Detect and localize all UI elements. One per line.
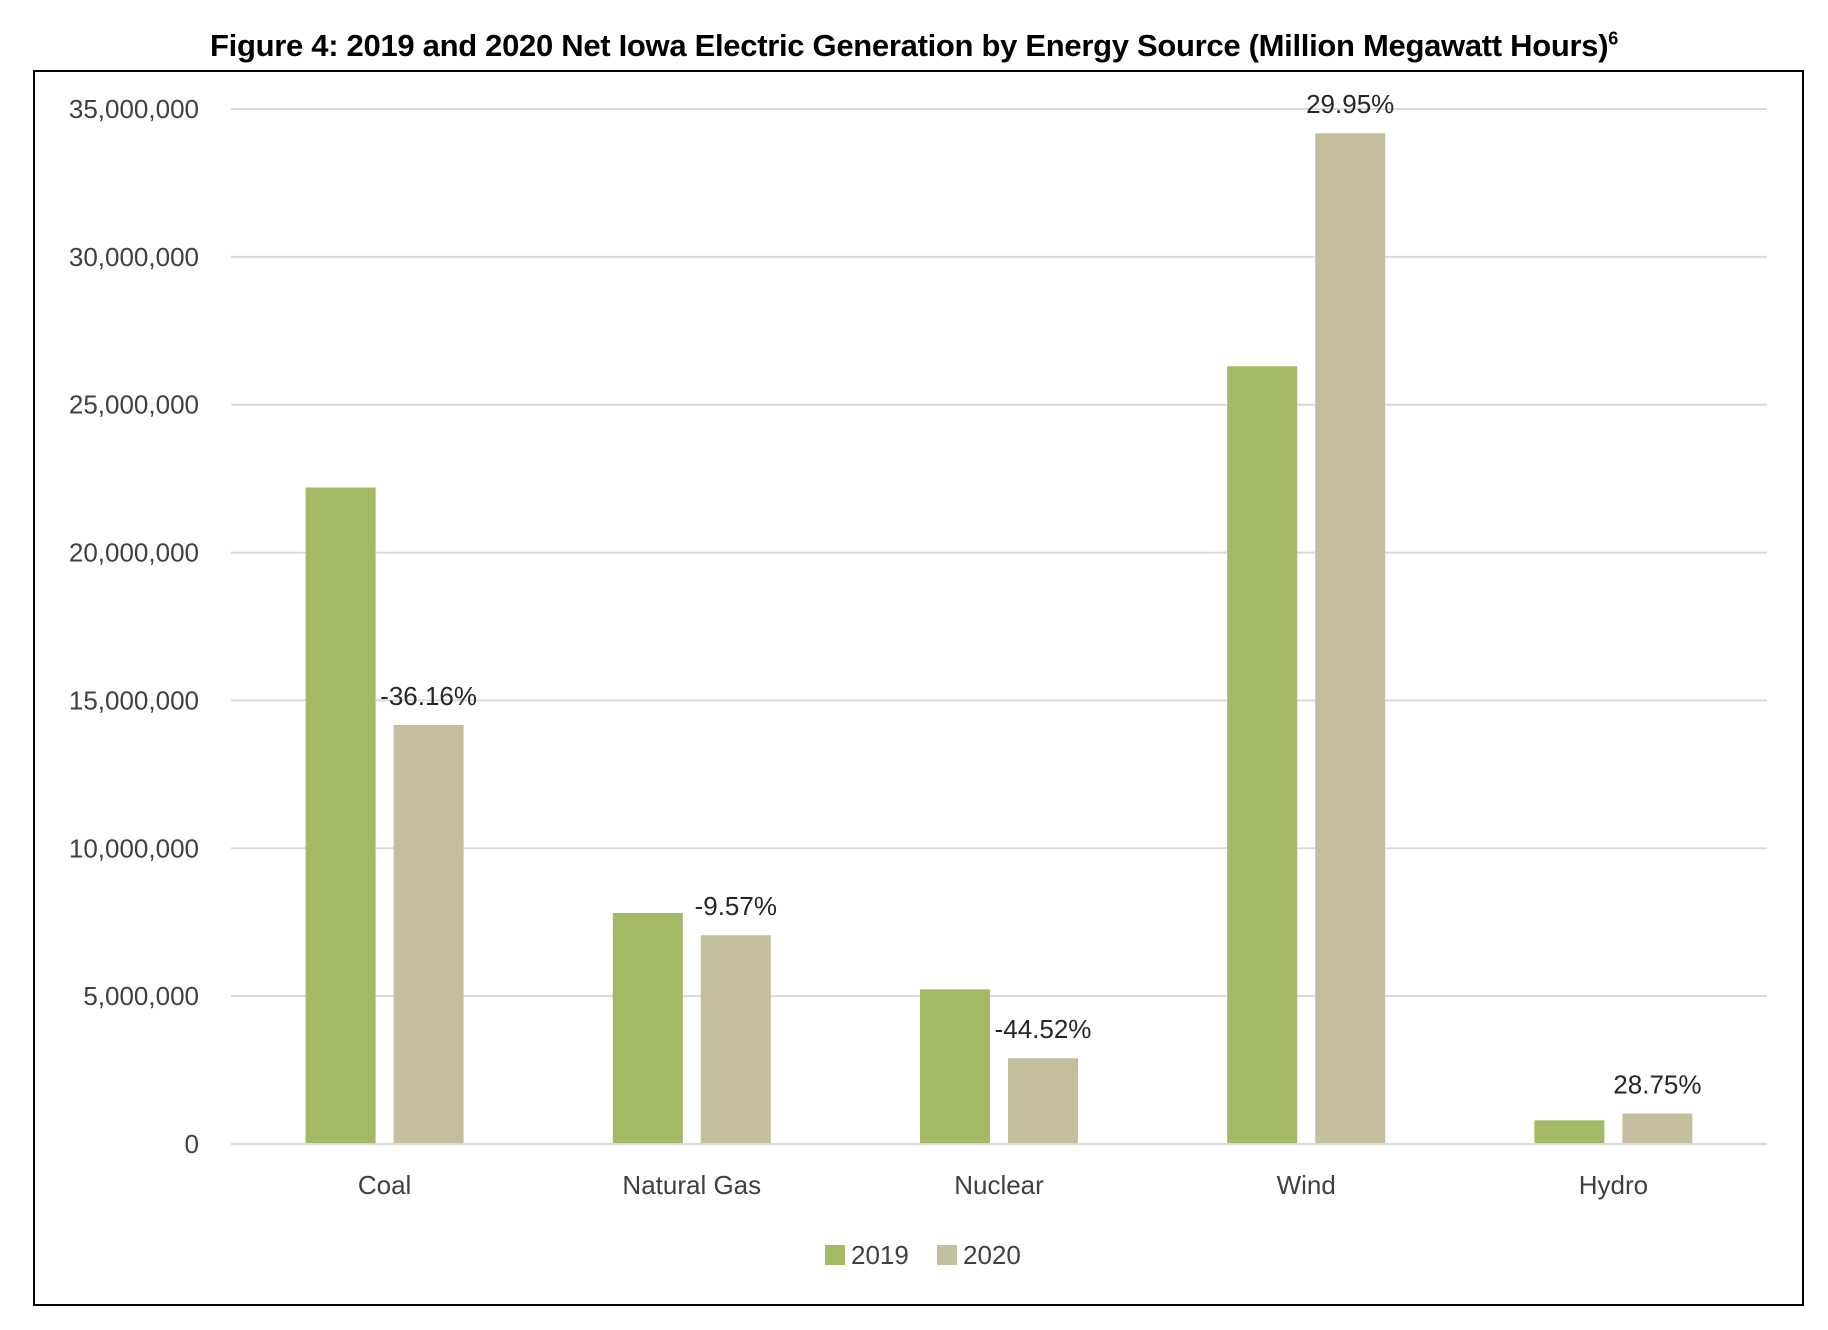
bar-2019-nuclear xyxy=(920,989,990,1144)
chart-title-text: Figure 4: 2019 and 2020 Net Iowa Electri… xyxy=(210,28,1609,63)
data-label: -44.52% xyxy=(995,1014,1092,1044)
bar-2020-nuclear xyxy=(1008,1058,1078,1144)
y-tick-label: 35,000,000 xyxy=(69,94,199,124)
bar-2020-coal xyxy=(393,724,464,1144)
data-label: 28.75% xyxy=(1613,1070,1701,1100)
y-tick-label: 15,000,000 xyxy=(69,685,199,715)
data-label: -36.16% xyxy=(380,681,477,711)
legend-swatch-2019 xyxy=(825,1245,845,1265)
y-tick-label: 5,000,000 xyxy=(83,981,199,1011)
chart-frame xyxy=(33,70,1804,1306)
legend-swatch-2020 xyxy=(937,1245,957,1265)
bar-2019-hydro xyxy=(1534,1120,1605,1144)
legend-label: 2020 xyxy=(963,1240,1021,1270)
y-tick-label: 25,000,000 xyxy=(69,390,199,420)
x-category-label: Natural Gas xyxy=(622,1170,761,1200)
y-tick-label: 20,000,000 xyxy=(69,538,199,568)
bar-2020-hydro xyxy=(1622,1113,1693,1144)
x-category-label: Hydro xyxy=(1579,1170,1648,1200)
bar-2019-coal xyxy=(305,487,376,1144)
bar-2019-natural-gas xyxy=(612,913,683,1144)
x-category-label: Coal xyxy=(358,1170,411,1200)
chart-title: Figure 4: 2019 and 2020 Net Iowa Electri… xyxy=(0,28,1828,64)
bar-2020-natural-gas xyxy=(700,935,771,1144)
legend-label: 2019 xyxy=(851,1240,909,1270)
data-label: -9.57% xyxy=(695,891,777,921)
y-tick-label: 30,000,000 xyxy=(69,242,199,272)
bar-2019-wind xyxy=(1227,366,1298,1144)
y-tick-label: 10,000,000 xyxy=(69,833,199,863)
x-category-label: Wind xyxy=(1277,1170,1336,1200)
footnote-marker: 6 xyxy=(1608,28,1618,49)
y-tick-label: 0 xyxy=(185,1129,199,1159)
data-label: 29.95% xyxy=(1306,89,1394,119)
x-category-label: Nuclear xyxy=(954,1170,1044,1200)
bar-2020-wind xyxy=(1315,133,1386,1145)
